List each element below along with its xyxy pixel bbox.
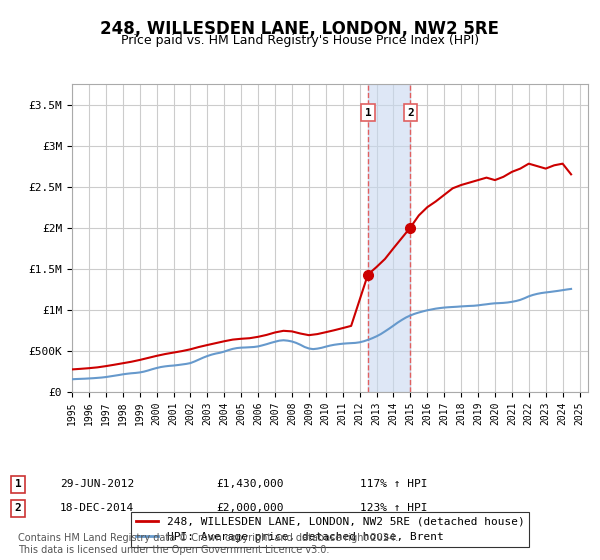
Text: Contains HM Land Registry data © Crown copyright and database right 2024.
This d: Contains HM Land Registry data © Crown c… <box>18 533 398 555</box>
Bar <box>368 84 410 392</box>
Text: £2,000,000: £2,000,000 <box>216 503 284 514</box>
Text: Price paid vs. HM Land Registry's House Price Index (HPI): Price paid vs. HM Land Registry's House … <box>121 34 479 46</box>
Text: 2: 2 <box>14 503 22 514</box>
Legend: 248, WILLESDEN LANE, LONDON, NW2 5RE (detached house), HPI: Average price, detac: 248, WILLESDEN LANE, LONDON, NW2 5RE (de… <box>131 512 529 547</box>
Text: 1: 1 <box>365 108 371 118</box>
Text: 18-DEC-2014: 18-DEC-2014 <box>60 503 134 514</box>
Text: 1: 1 <box>14 479 22 489</box>
Text: 29-JUN-2012: 29-JUN-2012 <box>60 479 134 489</box>
Text: 117% ↑ HPI: 117% ↑ HPI <box>360 479 427 489</box>
Text: £1,430,000: £1,430,000 <box>216 479 284 489</box>
Text: 123% ↑ HPI: 123% ↑ HPI <box>360 503 427 514</box>
Text: 2: 2 <box>407 108 414 118</box>
Text: 248, WILLESDEN LANE, LONDON, NW2 5RE: 248, WILLESDEN LANE, LONDON, NW2 5RE <box>101 20 499 38</box>
